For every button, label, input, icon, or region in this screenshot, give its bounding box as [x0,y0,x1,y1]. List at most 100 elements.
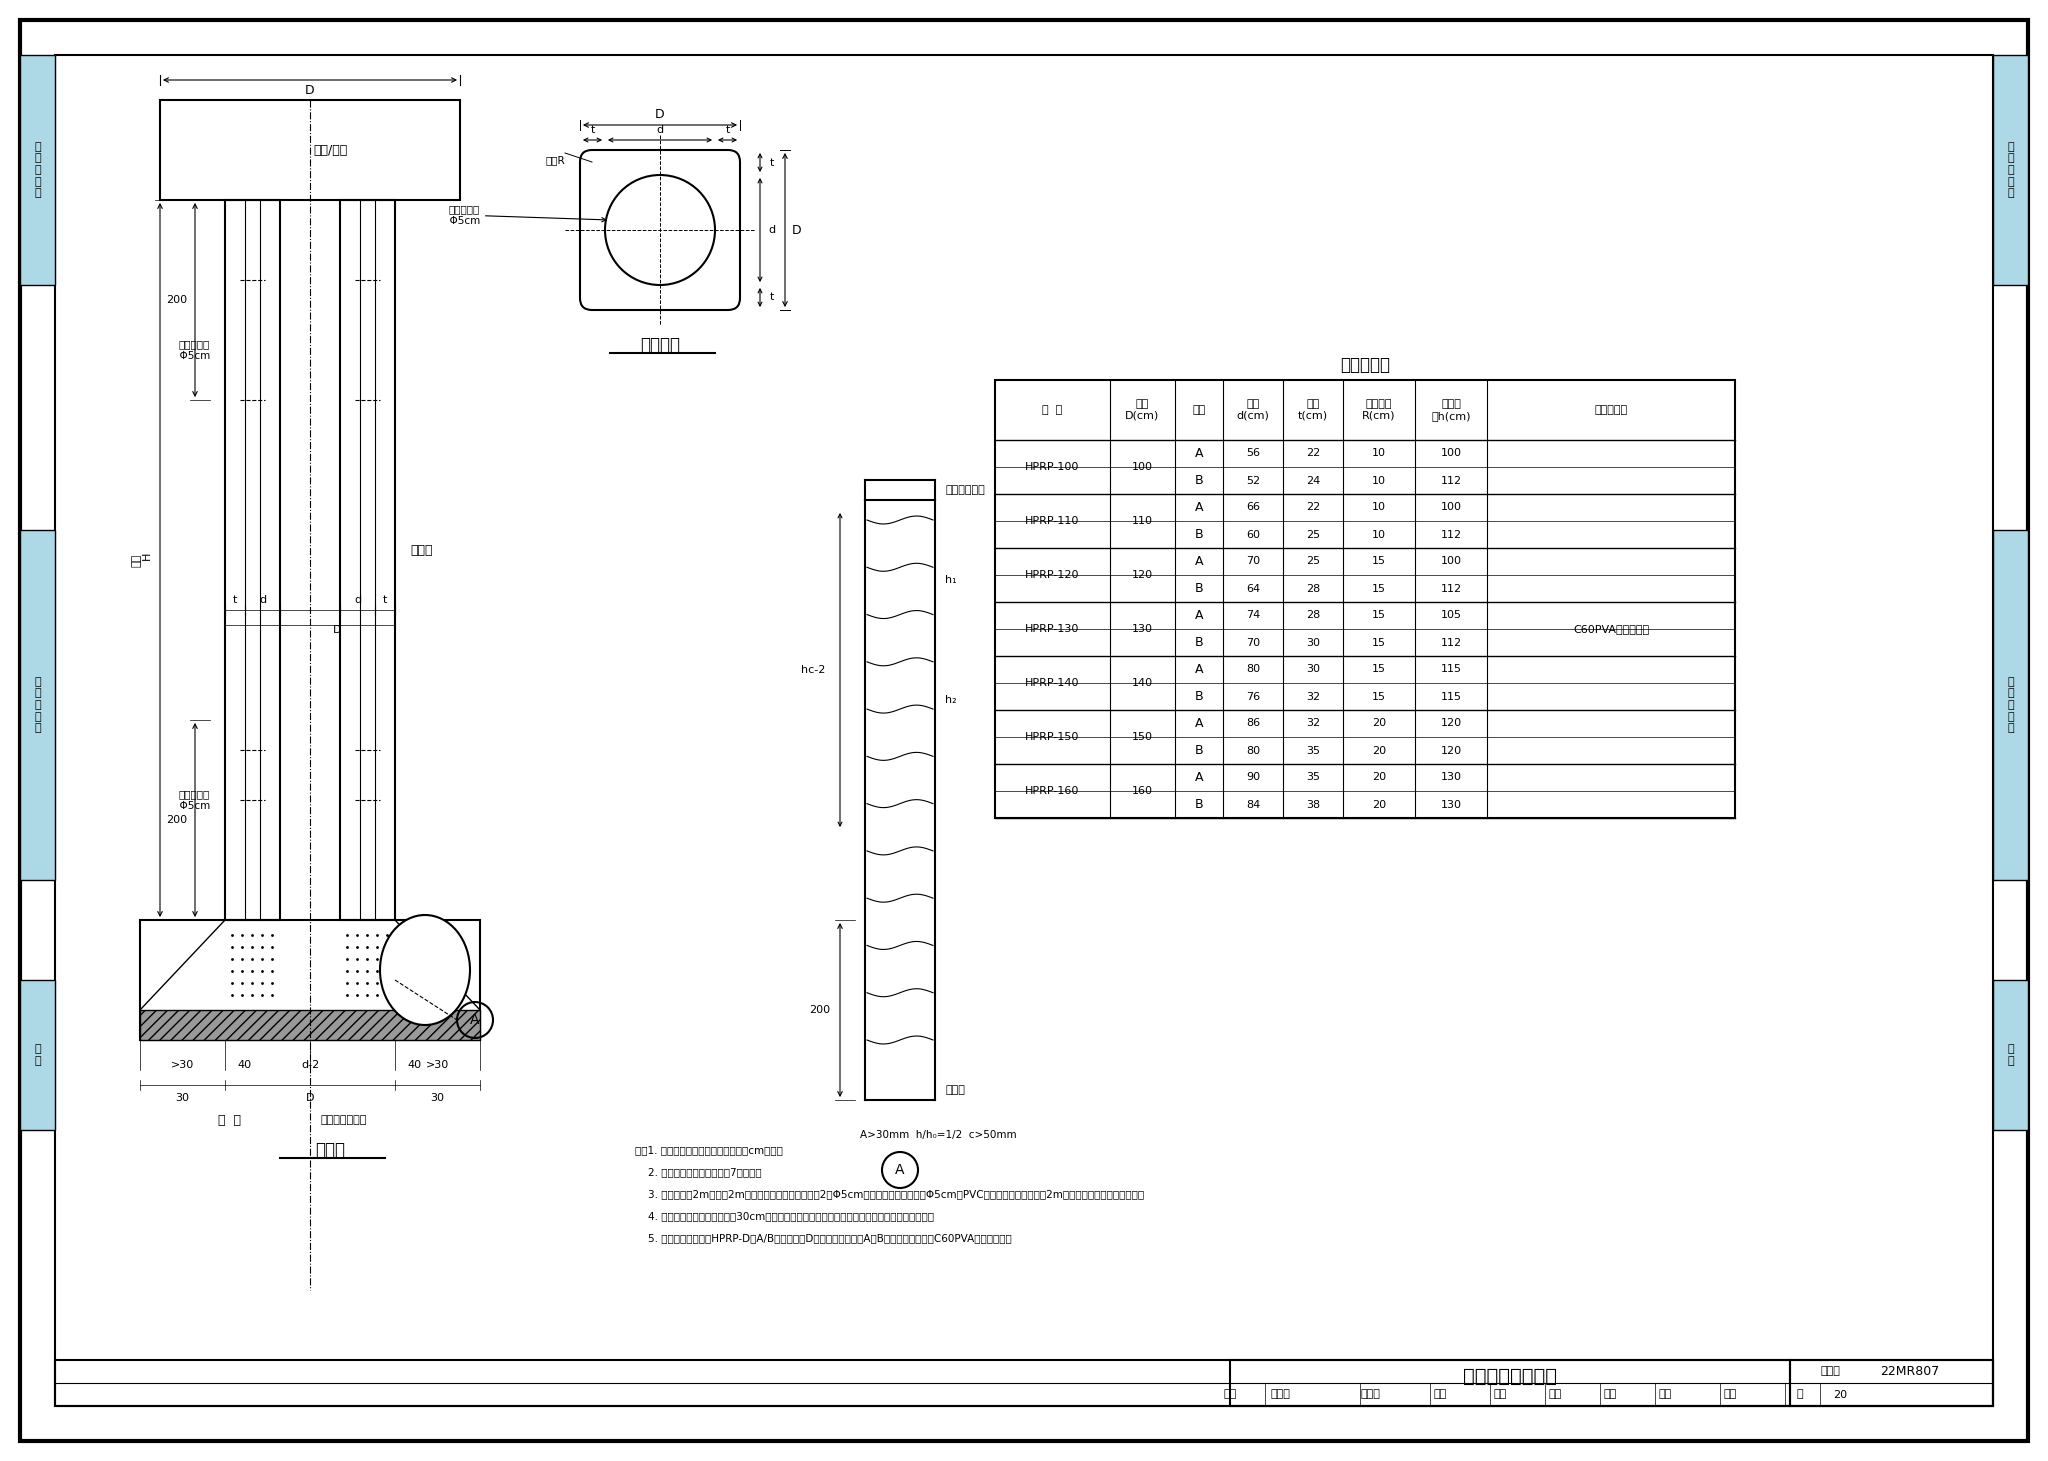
Text: 20: 20 [1372,719,1386,729]
Text: 115: 115 [1440,691,1462,701]
Text: 环氧砂浆调平层: 环氧砂浆调平层 [322,1115,367,1125]
Bar [20,56,55,285]
Text: HPRP-160: HPRP-160 [1026,786,1079,796]
Text: 112: 112 [1440,583,1462,593]
Text: D: D [793,224,803,237]
FancyBboxPatch shape [580,150,739,310]
Text: d: d [657,126,664,134]
Text: 审核: 审核 [1223,1389,1237,1400]
Text: 15: 15 [1372,583,1386,593]
Text: 90: 90 [1245,773,1260,783]
Text: 方
型
预
制
墩: 方 型 预 制 墩 [35,676,41,733]
Bar [1993,980,2028,1129]
Text: 66: 66 [1245,503,1260,513]
Text: 112: 112 [1440,475,1462,485]
Text: 横断面图: 横断面图 [639,336,680,354]
Text: HPRP-140: HPRP-140 [1026,678,1079,688]
Text: 150: 150 [1133,732,1153,742]
Text: B: B [1194,527,1204,541]
Text: 130: 130 [1440,773,1462,783]
Text: d: d [354,595,360,605]
Bar [139,920,479,1040]
Text: HPRP-150: HPRP-150 [1026,732,1079,742]
Text: 混凝土等级: 混凝土等级 [1595,405,1628,415]
Text: 壁厚
t(cm): 壁厚 t(cm) [1298,399,1327,421]
Text: 70: 70 [1245,637,1260,647]
Text: C60PVA纤维混凝土: C60PVA纤维混凝土 [1573,624,1649,634]
Text: 江苏锦: 江苏锦 [1360,1389,1380,1400]
Text: 外径
D(cm): 外径 D(cm) [1124,399,1159,421]
Bar [1790,1360,1993,1405]
Text: 15: 15 [1372,691,1386,701]
Text: 倒角半径
R(cm): 倒角半径 R(cm) [1362,399,1397,421]
Text: 半径R: 半径R [545,155,565,165]
Text: 22: 22 [1307,449,1321,459]
Text: 30: 30 [1307,665,1321,675]
Text: d-2: d-2 [301,1061,319,1069]
Text: HPRP-120: HPRP-120 [1026,570,1079,580]
Text: HPRP-100: HPRP-100 [1026,462,1079,472]
Text: A: A [471,1012,479,1027]
Text: D: D [305,1093,313,1103]
Text: 方型预制墩构造图: 方型预制墩构造图 [1462,1366,1556,1385]
Text: 方
型
预
制
墩: 方 型 预 制 墩 [2007,676,2013,733]
Bar [1993,56,2028,285]
Text: 20: 20 [1372,773,1386,783]
Text: 100: 100 [1440,557,1462,567]
Text: 70: 70 [1245,557,1260,567]
Text: h₁: h₁ [944,576,956,584]
Text: 100: 100 [1440,449,1462,459]
Text: 52: 52 [1245,475,1260,485]
Text: 140: 140 [1133,678,1153,688]
Text: t: t [383,595,387,605]
Text: 3. 墩身距顶面2m，底面2m以及墩身中部截面对称设置2个Φ5cm的通气孔，通气孔采用Φ5cm的PVC塑料管，应至少距水面2m以上，且应避开箍柱内钢筋。: 3. 墩身距顶面2m，底面2m以及墩身中部截面对称设置2个Φ5cm的通气孔，通气… [635,1189,1145,1199]
Bar [1231,1360,1790,1405]
Text: 120: 120 [1440,745,1462,755]
Text: 30: 30 [1307,637,1321,647]
Text: 130: 130 [1440,799,1462,809]
Text: 注：1. 本图尺寸标注明外，构以厘米（cm）计。: 注：1. 本图尺寸标注明外，构以厘米（cm）计。 [635,1145,782,1156]
Text: B: B [1194,690,1204,703]
Bar [397,974,426,1005]
Text: 灌埋入开始面: 灌埋入开始面 [944,485,985,495]
Text: A: A [1194,609,1204,622]
Text: 闵云: 闵云 [1548,1389,1563,1400]
Text: 28: 28 [1307,611,1321,621]
Text: 图集号: 图集号 [1821,1366,1839,1376]
Text: 4. 承插式承台标准厚度不少于30cm，底板厚度应满足图集说明中规定的抗冲切截面力计算要求。: 4. 承插式承台标准厚度不少于30cm，底板厚度应满足图集说明中规定的抗冲切截面… [635,1211,934,1221]
Text: 74: 74 [1245,611,1260,621]
Text: 其
他: 其 他 [35,1045,41,1067]
Text: hc-2: hc-2 [801,665,825,675]
Text: 64: 64 [1245,583,1260,593]
Text: t: t [770,292,774,302]
Text: A: A [1194,771,1204,785]
Text: t: t [590,126,594,134]
Ellipse shape [381,915,469,1026]
Text: 32: 32 [1307,691,1321,701]
Text: 核对: 核对 [1434,1389,1446,1400]
Bar [160,99,461,200]
Text: 15: 15 [1372,557,1386,567]
Text: 160: 160 [1133,786,1153,796]
Text: 20: 20 [1372,745,1386,755]
Text: D: D [334,625,342,636]
Text: 15: 15 [1372,637,1386,647]
Text: 84: 84 [1245,799,1260,809]
Text: 桩底面: 桩底面 [944,1086,965,1094]
Text: 115: 115 [1440,665,1462,675]
Text: A: A [1194,447,1204,460]
Text: 30: 30 [176,1093,190,1103]
Text: t: t [233,595,238,605]
Text: 32: 32 [1307,719,1321,729]
Text: t: t [770,158,774,168]
Text: 立面图: 立面图 [315,1141,344,1159]
Text: 35: 35 [1307,773,1321,783]
Text: 25: 25 [1307,529,1321,539]
Bar [20,980,55,1129]
Text: 38: 38 [1307,799,1321,809]
Text: 80: 80 [1245,745,1260,755]
Text: 30: 30 [430,1093,444,1103]
Text: 汪志超: 汪志超 [1270,1389,1290,1400]
Text: 型号: 型号 [1192,405,1206,415]
Text: 预留通气孔
  Φ5cm: 预留通气孔 Φ5cm [172,339,211,361]
